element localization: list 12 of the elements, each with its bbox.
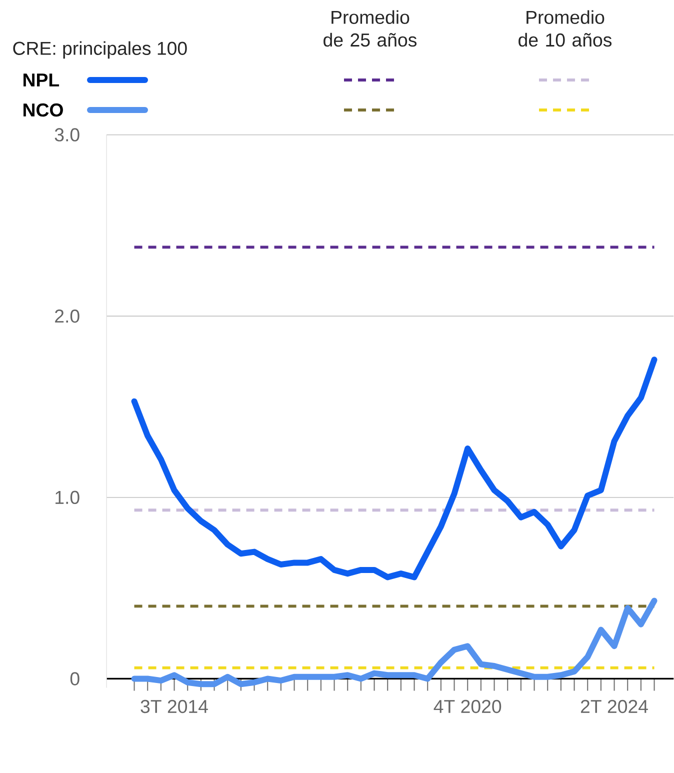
legend-label: NPL	[23, 74, 59, 86]
text: Promedio de 25 años	[323, 10, 416, 47]
y-tick-label: 0	[70, 672, 80, 686]
legend-label: NCO	[23, 103, 63, 117]
x-tick-label: 4T 2020	[434, 700, 501, 714]
x-tick-label: 3T 2014	[140, 700, 208, 714]
text: Promedio de 10 años	[518, 10, 612, 47]
legend-title: CRE: principales 100	[13, 41, 187, 59]
y-tick-label: 3.0	[54, 128, 80, 142]
y-tick-label: 2.0	[54, 309, 80, 323]
y-tick-label: 1.0	[55, 490, 80, 504]
x-tick-label: 2T 2024	[580, 700, 648, 714]
